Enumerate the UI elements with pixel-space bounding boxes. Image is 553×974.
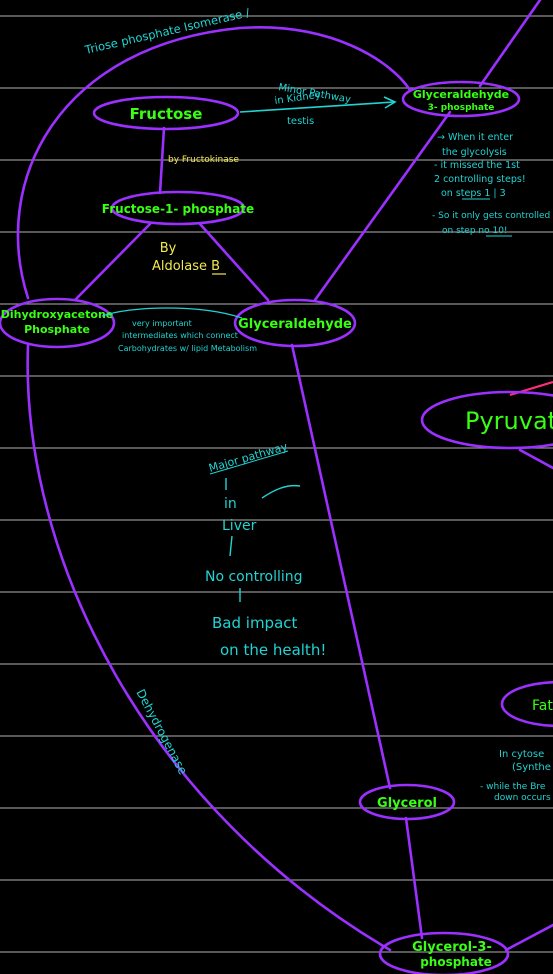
cytosol-line-2: (Synthe [512, 762, 551, 773]
edge-f1p-glyceraldehyde [198, 222, 270, 302]
node-fructose-label: Fructose [130, 105, 203, 123]
node-glycerol-label: Glycerol [377, 796, 437, 811]
node-dihydroxyacetone-phosphate: Dihydroxyacetone Phosphate [0, 297, 116, 349]
liver-arrow [261, 484, 301, 499]
in-liver-line-1: in [224, 496, 237, 512]
minor-pathway-line-3: testis [287, 116, 314, 127]
label-fructokinase: by Fructokinase [168, 155, 239, 165]
no-controlling-label: No controlling [205, 569, 303, 585]
node-pyruvate-label: Pyruvat [465, 407, 553, 435]
node-fat: Fat [500, 680, 553, 728]
node-glyceraldehyde: Glyceraldehyde [233, 298, 357, 348]
note-major-pathway: Major pathway in Liver No controlling Ba… [205, 440, 326, 659]
node-dhap-label-1: Dihydroxyacetone [1, 308, 114, 321]
node-glycerol-3p-label-2: phosphate [420, 955, 492, 969]
note-control: - So it only gets controlled on step no … [432, 211, 550, 236]
note-intermediates-line: very important [132, 319, 192, 328]
node-fructose: Fructose [92, 95, 240, 131]
node-fructose-1-phosphate: Fructose-1- phosphate [102, 190, 254, 226]
note-glycolysis-line: - it missed the 1st [434, 160, 520, 171]
note-intermediates: very important intermediates which conne… [101, 307, 257, 353]
edge-glyceraldehyde-g3p [313, 110, 452, 302]
note-cytosol: In cytose (Synthe - while the Bre down o… [480, 749, 551, 803]
in-liver-line-2: Liver [222, 518, 257, 534]
major-pathway-label: Major pathway [207, 440, 289, 475]
cytosol-line-1: In cytose [499, 749, 544, 760]
edge-f1p-dhap [73, 222, 152, 302]
edge-g3p-top [478, 0, 542, 88]
edge-glyceraldehyde-glycerol [290, 343, 392, 790]
major-pathway-underline [209, 450, 289, 475]
node-glycerol-3p-label-1: Glycerol-3- [412, 940, 492, 955]
while-line-1: - while the Bre [480, 782, 546, 792]
label-aldolase-1: By [160, 241, 177, 256]
note-control-line: - So it only gets controlled [432, 211, 550, 221]
arc-dehydrogenase [26, 343, 392, 952]
edge-fructose-f1p [158, 126, 166, 195]
label-minor-pathway: Minor Pathway in Kidney testis [274, 82, 352, 127]
edge-pyruvate-lower [518, 448, 553, 470]
minor-pathway-arrow [239, 96, 397, 113]
intermediates-brace [101, 307, 243, 319]
bad-impact-line-2: on the health! [220, 641, 326, 659]
note-glycolysis: → When it enter the glycolysis - it miss… [434, 132, 526, 199]
note-glycolysis-line: on steps 1 | 3 [441, 188, 506, 199]
connectors [16, 0, 553, 952]
note-intermediates-line: Carbohydrates w/ lipid Metabolism [118, 344, 257, 353]
note-glycolysis-line: 2 controlling steps! [434, 174, 526, 185]
label-dehydrogenase: Dehydrogenase [133, 687, 190, 777]
node-dhap-label-2: Phosphate [24, 323, 90, 336]
ruled-lines [0, 15, 553, 953]
node-glyceraldehyde-label: Glyceraldehyde [238, 317, 352, 332]
edge-glycerol-g3p [404, 816, 424, 940]
note-glycolysis-line: → When it enter [437, 132, 513, 143]
bad-impact-line-1: Bad impact [212, 614, 298, 632]
edge-g3p-right [504, 923, 553, 952]
arc-isomerase [16, 26, 412, 300]
node-g3p-label-2: 3- phosphate [428, 103, 495, 113]
note-control-line: on step no 10! [442, 226, 508, 236]
label-aldolase-2: Aldolase B [152, 259, 220, 274]
node-pyruvate: Pyruvat [420, 390, 553, 450]
label-triose-isomerase: Triose phosphate Isomerase / [83, 5, 252, 57]
node-g3p-label-1: Glyceraldehyde [413, 88, 509, 101]
node-f1p-label: Fructose-1- phosphate [102, 202, 254, 216]
node-glyceraldehyde-3-phosphate: Glyceraldehyde 3- phosphate [401, 80, 521, 118]
while-line-2: down occurs [494, 793, 551, 803]
node-fat-label: Fat [532, 698, 553, 714]
arrow-down [229, 535, 233, 557]
node-glycerol-3-phosphate: Glycerol-3- phosphate [378, 931, 510, 974]
note-glycolysis-line: the glycolysis [442, 147, 507, 158]
note-intermediates-line: intermediates which connect [122, 331, 238, 340]
node-glycerol: Glycerol [358, 783, 456, 821]
